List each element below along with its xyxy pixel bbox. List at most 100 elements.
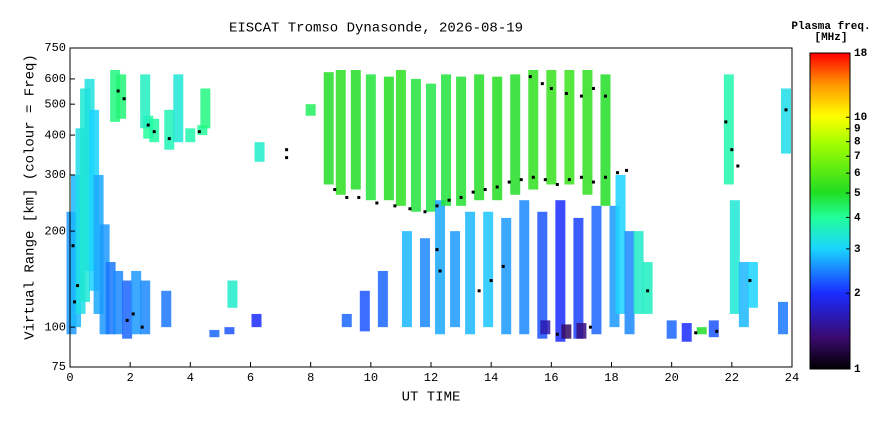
colorbar-slice <box>810 235 850 238</box>
trace-point <box>555 183 559 187</box>
trace-point <box>471 190 475 194</box>
colorbar-slice <box>810 143 850 146</box>
colorbar-frame <box>809 52 851 370</box>
echo-streak <box>140 280 151 335</box>
trace-point <box>715 329 719 333</box>
colorbar-slice <box>810 207 850 210</box>
trace-point <box>495 185 499 189</box>
colorbar-slice <box>810 193 850 196</box>
echo-streak <box>350 69 361 190</box>
trace-point <box>408 207 412 211</box>
colorbar-slice <box>810 323 850 326</box>
y-axis-label: Virtual Range [km] (colour = Freq) <box>23 54 39 340</box>
colorbar-slice <box>810 347 850 350</box>
colorbar-slice <box>810 171 850 174</box>
colorbar-slice <box>810 159 850 162</box>
colorbar-slice <box>810 319 850 322</box>
colorbar-slice <box>810 213 850 216</box>
colorbar-slice <box>810 99 850 102</box>
trace-point <box>489 279 493 283</box>
y-tick-label: 100 <box>44 320 66 334</box>
colorbar-slice <box>810 173 850 176</box>
trace-point <box>549 86 553 90</box>
colorbar-tick-label: 4 <box>854 212 861 224</box>
echo-streak <box>131 270 142 335</box>
trace-point <box>507 180 511 184</box>
colorbar-slice <box>810 135 850 138</box>
colorbar-slice <box>810 309 850 312</box>
trace-point <box>167 137 171 141</box>
x-tick-label: 22 <box>725 371 739 385</box>
colorbar-slice <box>810 139 850 142</box>
x-tick-label: 18 <box>604 371 618 385</box>
colorbar-slice <box>810 203 850 206</box>
colorbar-slice <box>810 259 850 262</box>
colorbar-slice <box>810 249 850 252</box>
colorbar-slice <box>810 111 850 114</box>
echo-streak <box>197 125 208 136</box>
trace-point <box>646 289 650 293</box>
trace-point <box>555 332 559 336</box>
colorbar-slice <box>810 163 850 166</box>
colorbar-slice <box>810 271 850 274</box>
colorbar-slice <box>810 81 850 84</box>
colorbar-slice <box>810 303 850 306</box>
trace-point <box>579 175 583 179</box>
trace-point <box>483 188 487 192</box>
echo-streak <box>483 211 494 328</box>
x-axis-label: UT TIME <box>402 390 461 406</box>
echo-streak <box>777 301 788 335</box>
trace-point <box>588 325 592 329</box>
trace-point <box>591 180 595 184</box>
colorbar-slice <box>810 257 850 260</box>
colorbar-slice <box>810 343 850 346</box>
echo-streak <box>93 174 104 314</box>
colorbar-slice <box>810 363 850 366</box>
trace-point <box>285 156 289 160</box>
colorbar-slice <box>810 357 850 360</box>
colorbar-slice <box>810 345 850 348</box>
trace-point <box>748 279 752 283</box>
trace-point <box>140 325 144 329</box>
x-tick-label: 2 <box>127 371 134 385</box>
colorbar-slice <box>810 221 850 224</box>
trace-point <box>125 318 129 322</box>
echo-streak <box>729 200 740 314</box>
trace-point <box>579 94 583 98</box>
trace-point <box>543 178 547 182</box>
x-tick-label: 12 <box>424 371 438 385</box>
trace-point <box>730 148 734 152</box>
colorbar-slice <box>810 195 850 198</box>
colorbar-slice <box>810 335 850 338</box>
echo-streak <box>185 128 196 143</box>
echo-streak <box>747 262 758 308</box>
trace-point <box>152 130 156 134</box>
trace-point <box>131 312 135 316</box>
colorbar-units: [MHz] <box>814 32 847 44</box>
echo-streak <box>738 262 749 328</box>
colorbar-slice <box>810 317 850 320</box>
colorbar-slice <box>810 79 850 82</box>
colorbar-slice <box>810 165 850 168</box>
colorbar-slice <box>810 153 850 156</box>
trace-point <box>423 210 427 214</box>
colorbar-slice <box>810 209 850 212</box>
colorbar-slice <box>810 145 850 148</box>
x-tick-label: 24 <box>785 371 799 385</box>
echo-streak <box>161 290 172 328</box>
trace-point <box>540 82 544 86</box>
colorbar-slice <box>810 77 850 80</box>
colorbar-slice <box>810 365 850 368</box>
colorbar-slice <box>810 245 850 248</box>
colorbar-slice <box>810 85 850 88</box>
colorbar-slice <box>810 169 850 172</box>
colorbar-slice <box>810 117 850 120</box>
echo-streak <box>323 72 334 185</box>
colorbar-slice <box>810 87 850 90</box>
colorbar-slice <box>810 351 850 354</box>
trace-point <box>603 94 607 98</box>
echo-streak <box>140 74 151 129</box>
colorbar-tick-label: 1 <box>854 364 861 376</box>
colorbar-slice <box>810 325 850 328</box>
x-tick-label: 14 <box>484 371 498 385</box>
